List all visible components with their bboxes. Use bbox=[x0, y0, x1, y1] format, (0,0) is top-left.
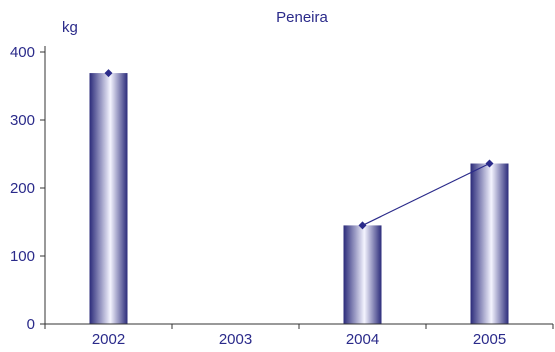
line-point-2002 bbox=[104, 69, 113, 78]
chart-title: Peneira bbox=[276, 9, 328, 26]
x-tick-label: 2002 bbox=[92, 331, 125, 347]
y-axis-label: kg bbox=[62, 19, 78, 36]
x-tick-label: 2005 bbox=[473, 331, 506, 347]
line-segment bbox=[362, 162, 490, 226]
overlay-line bbox=[104, 69, 494, 230]
y-tick-label: 300 bbox=[10, 112, 35, 129]
bars bbox=[89, 73, 509, 324]
bar-2004 bbox=[343, 225, 382, 324]
y-tick-label: 200 bbox=[10, 180, 35, 197]
y-tick-label: 400 bbox=[10, 44, 35, 61]
x-tick-label: 2004 bbox=[346, 331, 379, 347]
line-point-2004 bbox=[358, 221, 367, 230]
line-point-2005 bbox=[485, 159, 494, 168]
bar-2005 bbox=[470, 163, 509, 324]
x-tick-label: 2003 bbox=[219, 331, 252, 347]
y-tick-label: 100 bbox=[10, 248, 35, 265]
x-axis-ticks: 2002 2003 2004 2005 bbox=[44, 324, 554, 348]
y-axis-ticks: 0 100 200 300 400 bbox=[10, 44, 45, 333]
bar-2002 bbox=[89, 73, 128, 324]
y-tick-label: 0 bbox=[27, 316, 35, 333]
